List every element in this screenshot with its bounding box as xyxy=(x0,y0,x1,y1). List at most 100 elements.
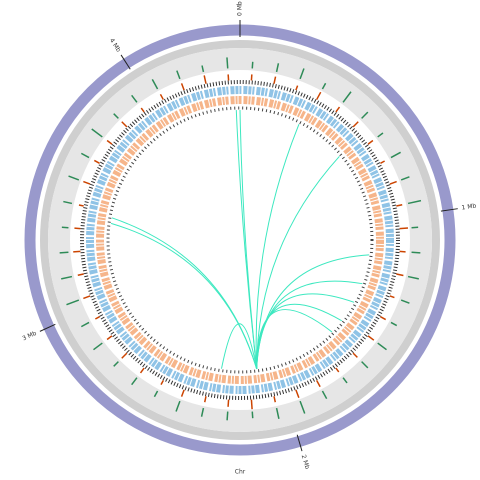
histogram-bar xyxy=(295,389,300,399)
link xyxy=(255,123,300,369)
tick-label: 3 Mb xyxy=(21,330,37,343)
histogram-bar xyxy=(93,159,100,164)
histogram-bar xyxy=(407,199,422,205)
histogram-bar xyxy=(131,94,138,103)
histogram-bar xyxy=(275,63,280,73)
histogram-bar xyxy=(335,367,340,373)
link xyxy=(239,109,258,369)
histogram-bar xyxy=(250,399,253,410)
histogram-bar xyxy=(411,251,421,254)
histogram-bar xyxy=(80,152,90,159)
link xyxy=(221,323,258,370)
feature-ring xyxy=(80,80,400,400)
histogram-bar xyxy=(140,107,145,113)
histogram-bar xyxy=(367,335,375,341)
outer-band xyxy=(40,40,440,440)
histogram-bar xyxy=(176,70,181,80)
histogram-bar xyxy=(316,91,322,100)
histogram-bar xyxy=(80,321,90,328)
histogram-bar xyxy=(66,299,80,306)
histogram-bar xyxy=(151,79,159,90)
histogram-bar xyxy=(342,91,352,103)
histogram-bar xyxy=(295,85,299,91)
histogram-bar xyxy=(396,273,404,277)
tick-label: 2 Mb xyxy=(300,454,311,470)
histogram-bar xyxy=(227,399,230,407)
tick-label: 1 Mb xyxy=(461,203,477,212)
histogram-bar xyxy=(59,251,69,254)
x-axis-label: Chr xyxy=(235,469,246,476)
histogram-bar xyxy=(352,121,359,128)
histogram-bar xyxy=(399,227,409,230)
histogram-band xyxy=(48,48,432,432)
inner-ring xyxy=(106,106,374,374)
tick-mark xyxy=(440,208,458,212)
tick-mark xyxy=(39,323,56,332)
histogram-bar xyxy=(400,176,410,181)
histogram-bar xyxy=(94,316,100,320)
tick-label: 4 Mb xyxy=(108,37,122,53)
histogram-bar xyxy=(275,407,280,419)
histogram-bar xyxy=(380,160,386,164)
histogram-bar xyxy=(321,82,327,90)
histogram-bar xyxy=(352,352,358,358)
histogram-bar xyxy=(299,68,305,80)
histogram-bar xyxy=(273,396,277,403)
histogram-bar xyxy=(390,151,401,159)
histogram-bar xyxy=(316,380,321,388)
histogram-bar xyxy=(389,180,397,185)
histogram-bar xyxy=(400,299,410,304)
histogram-bar xyxy=(226,57,229,69)
link xyxy=(256,155,340,369)
link xyxy=(235,110,258,369)
histogram-bar xyxy=(121,352,128,359)
histogram-bar xyxy=(180,83,185,91)
histogram-bar xyxy=(106,139,113,145)
histogram-bar xyxy=(61,275,73,280)
histogram-bar xyxy=(321,390,328,400)
histogram-bar xyxy=(175,400,181,412)
link xyxy=(256,293,355,369)
histogram-bar xyxy=(91,128,103,138)
histogram-bar xyxy=(63,200,73,205)
histogram-bar xyxy=(106,335,113,341)
histogram-bar xyxy=(93,342,103,351)
histogram-bar xyxy=(335,106,341,113)
gene-ring-blue xyxy=(86,86,394,394)
histogram-bar xyxy=(153,390,159,398)
histogram-bar xyxy=(203,75,207,84)
histogram-bar xyxy=(113,361,119,367)
histogram-bar xyxy=(377,342,387,351)
histogram-bar xyxy=(203,396,207,403)
tick-mark xyxy=(296,434,303,452)
histogram-bar xyxy=(77,273,84,277)
histogram-bar xyxy=(83,180,91,185)
histogram-bar xyxy=(73,250,81,253)
histogram-bar xyxy=(121,121,128,128)
histogram-bar xyxy=(83,295,91,300)
histogram-bar xyxy=(200,407,205,417)
histogram-bar xyxy=(160,380,164,386)
histogram-bar xyxy=(361,361,369,369)
histogram-bar xyxy=(131,377,138,386)
histogram-bar xyxy=(390,321,398,327)
histogram-bar xyxy=(396,203,403,207)
histogram-bar xyxy=(361,111,369,119)
histogram-bar xyxy=(273,76,277,84)
histogram-bar xyxy=(180,389,185,397)
histogram-bar xyxy=(201,65,205,73)
histogram-bar xyxy=(78,204,84,207)
link xyxy=(110,222,258,370)
histogram-bar xyxy=(226,411,229,421)
tick-mark xyxy=(120,54,131,70)
histogram-bar xyxy=(342,377,348,384)
histogram-bar xyxy=(380,316,387,321)
histogram-bar xyxy=(407,275,419,280)
histogram-bar xyxy=(113,113,119,119)
gene-ring-orange xyxy=(96,96,384,384)
histogram-bar xyxy=(389,295,395,299)
tick-label: 0 Mb xyxy=(237,1,244,16)
histogram-bar xyxy=(299,400,306,414)
histogram-bar xyxy=(68,175,80,181)
